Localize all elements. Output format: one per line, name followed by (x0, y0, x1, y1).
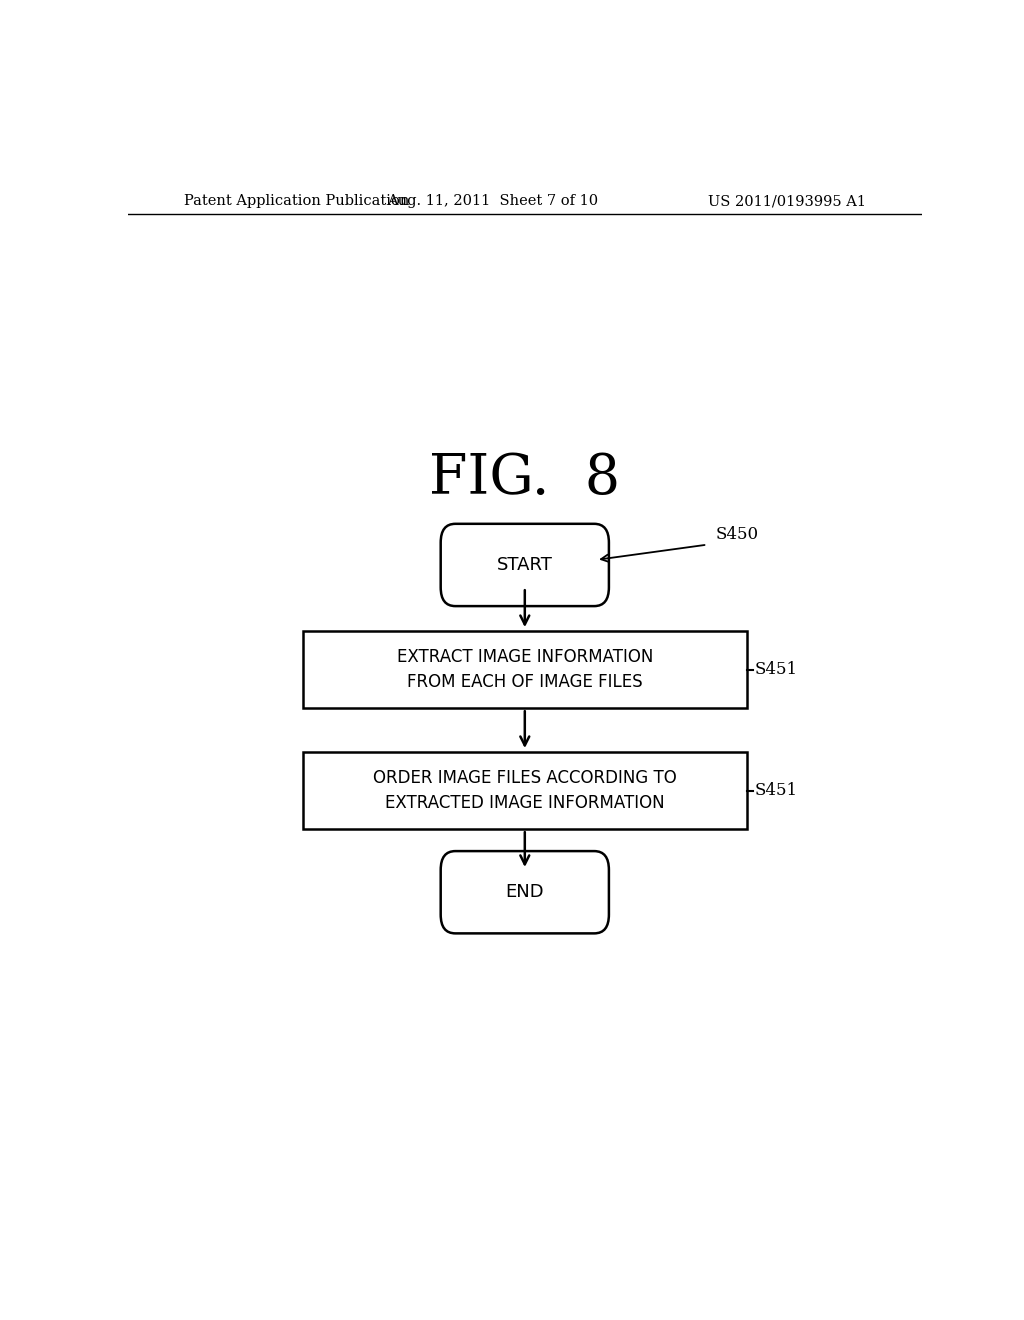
FancyBboxPatch shape (303, 752, 748, 829)
Text: START: START (497, 556, 553, 574)
Text: US 2011/0193995 A1: US 2011/0193995 A1 (708, 194, 866, 209)
Text: END: END (506, 883, 544, 902)
Text: Aug. 11, 2011  Sheet 7 of 10: Aug. 11, 2011 Sheet 7 of 10 (387, 194, 599, 209)
Text: Patent Application Publication: Patent Application Publication (183, 194, 409, 209)
Text: EXTRACT IMAGE INFORMATION
FROM EACH OF IMAGE FILES: EXTRACT IMAGE INFORMATION FROM EACH OF I… (396, 648, 653, 692)
FancyBboxPatch shape (440, 524, 609, 606)
Text: S450: S450 (715, 525, 759, 543)
Text: ORDER IMAGE FILES ACCORDING TO
EXTRACTED IMAGE INFORMATION: ORDER IMAGE FILES ACCORDING TO EXTRACTED… (373, 770, 677, 812)
Text: FIG.  8: FIG. 8 (429, 451, 621, 506)
Text: S451: S451 (755, 783, 798, 799)
Text: S451: S451 (755, 661, 798, 678)
FancyBboxPatch shape (303, 631, 748, 709)
FancyBboxPatch shape (440, 851, 609, 933)
